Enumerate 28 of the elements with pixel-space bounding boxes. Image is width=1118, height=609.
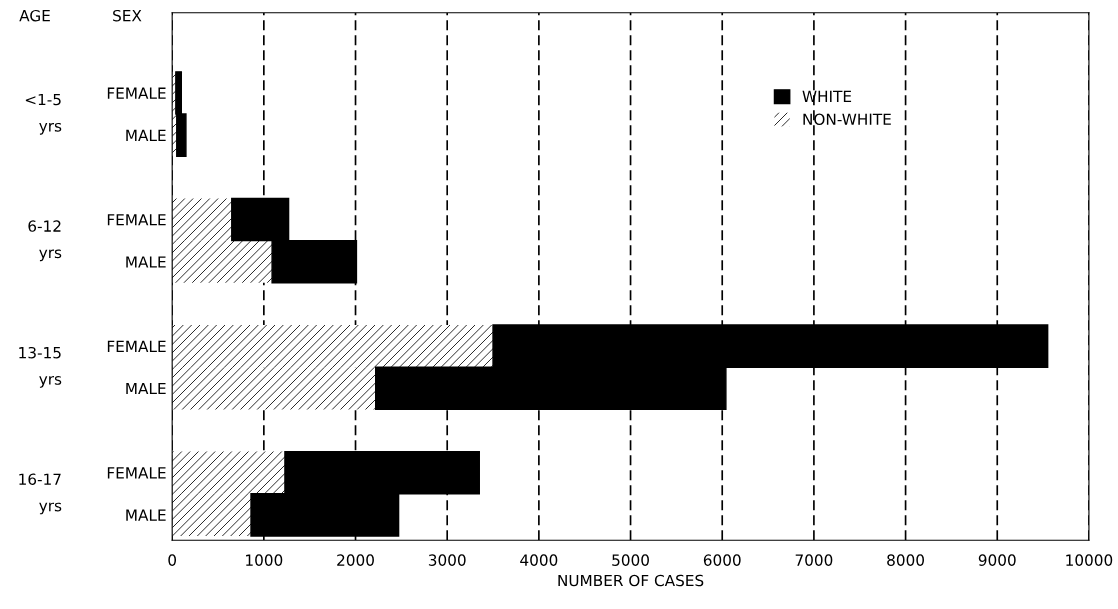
y-tick-label: FEMALE xyxy=(107,340,166,352)
x-axis-title: NUMBER OF CASES xyxy=(558,574,704,587)
y-tick-label: FEMALE xyxy=(107,214,166,226)
x-tick-label: 3000 xyxy=(428,554,466,566)
text: <1-5 yrs xyxy=(25,93,62,135)
legend-label: WHITE xyxy=(802,90,852,102)
x-tick-label: 6000 xyxy=(703,554,741,566)
x-tick-label: 4000 xyxy=(520,554,558,566)
y-tick-label: FEMALE xyxy=(107,467,166,479)
text: 13-15 yrs xyxy=(19,346,62,388)
text: AGE xyxy=(19,9,50,22)
x-tick-label: 8000 xyxy=(887,554,925,566)
text: 6-12 yrs xyxy=(28,220,62,262)
x-tick-label: 0 xyxy=(168,554,177,566)
x-tick-label: 7000 xyxy=(795,554,833,566)
y-tick-label: MALE xyxy=(126,382,166,395)
legend-label: NON-WHITE xyxy=(803,113,891,125)
x-tick-label: 2000 xyxy=(337,554,374,566)
text: SEX xyxy=(113,9,142,22)
text: 16-17 yrs xyxy=(19,473,62,515)
y-tick-label: MALE xyxy=(126,129,166,141)
x-tick-label: 9000 xyxy=(978,554,1016,566)
y-tick-label: MALE xyxy=(126,256,166,268)
x-tick-label: 1000 xyxy=(246,554,283,566)
x-tick-label: 10000 xyxy=(1066,554,1113,566)
y-tick-label: FEMALE xyxy=(107,87,166,99)
y-tick-label: MALE xyxy=(126,509,166,521)
x-tick-label: 5000 xyxy=(612,554,649,566)
